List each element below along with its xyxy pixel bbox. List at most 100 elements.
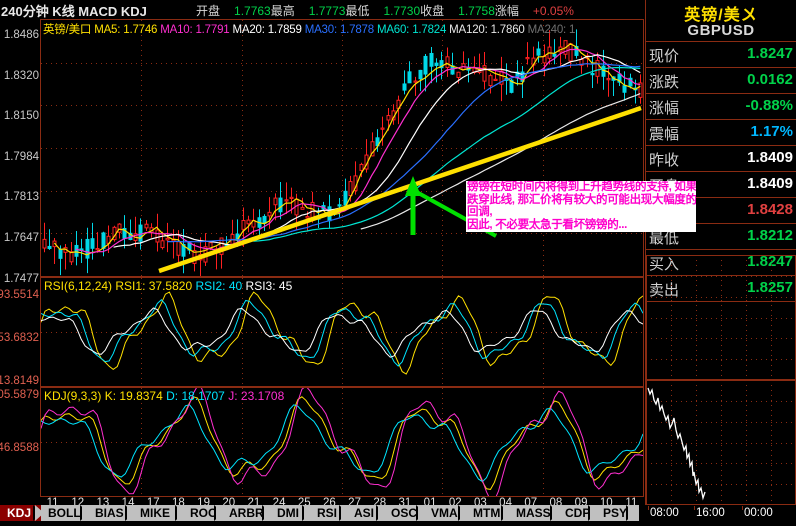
quote-row-value: 1.8428	[747, 201, 793, 218]
close-value: 1.7758	[458, 4, 495, 18]
quote-row-value: 0.0162	[747, 71, 793, 88]
tab-separator-icon	[550, 505, 561, 521]
kdj-d-label: D:	[166, 389, 179, 403]
y-axis-tick: 1.7477	[3, 272, 39, 285]
quote-row-3[interactable]: 震幅 1.17%	[646, 120, 796, 146]
price-y-axis: 1.8486 1.8320 1.8150 1.7984 1.7813 1.7647 1.74…	[0, 19, 39, 285]
kdj-d-value: 18.1707	[181, 389, 225, 403]
quote-row-value: 1.17%	[750, 123, 793, 140]
ma5-label: MA5:	[94, 24, 121, 36]
rsi-plot	[41, 278, 643, 386]
active-tab-background	[0, 505, 41, 521]
kdj-indicator-panel[interactable]: KDJ(9,3,3) K: 19.8374 D: 18.1707 J: 23.1…	[40, 387, 644, 497]
open-value: 1.7763	[234, 4, 271, 18]
change-value: +0.05%	[532, 4, 574, 18]
tab-vma[interactable]: VMA	[431, 506, 458, 520]
price-chart-panel[interactable]: 英镑/美口 MA5: 1.7746 MA10: 1.7791 MA20: 1.7…	[40, 19, 644, 277]
annotation-line-2: 回调,	[467, 206, 493, 219]
tab-psy[interactable]: PSY	[603, 506, 628, 520]
quote-row-4[interactable]: 昨收 1.8409	[646, 146, 796, 172]
time-tick-mark	[694, 506, 695, 510]
annotation-line-0: 镑镑在短时间内将得到上升趋势线的支持, 如果	[467, 181, 696, 193]
intraday-mini-chart-lower[interactable]	[646, 380, 796, 505]
change-label: 涨幅	[494, 4, 519, 18]
kdj-plot	[41, 388, 643, 496]
rsi-y-axis: 93.5514 53.6832 13.8149	[0, 277, 39, 387]
tab-mass[interactable]: MASS	[516, 506, 551, 520]
time-label: 08:00	[650, 507, 679, 519]
time-tick-mark	[742, 506, 743, 510]
rsi-indicator-panel[interactable]: RSI(6,12,24) RSI1: 37.5820 RSI2: 40 RSI3…	[40, 277, 644, 387]
y-axis-tick: 1.8486	[3, 29, 39, 41]
close-label: 收盘	[420, 4, 445, 18]
ma240-value: 1	[569, 24, 576, 36]
quote-sidebar: 英镑/美〤 GBPUSD 现价 1.8247 涨跌 0.0162 涨幅 -0.88% 震幅 1…	[645, 0, 796, 505]
quote-row-value: 1.8247	[747, 253, 793, 270]
tab-cdp[interactable]: CDP	[565, 506, 591, 520]
quote-row-0[interactable]: 现价 1.8247	[646, 42, 796, 68]
low-value: 1.7730	[383, 4, 421, 18]
symbol-label: 英镑/美口	[43, 24, 92, 36]
tab-asi[interactable]: ASI	[354, 506, 375, 520]
tab-mtm[interactable]: MTM	[473, 506, 501, 520]
quote-row-2[interactable]: 涨幅 -0.88%	[646, 94, 796, 120]
tab-separator-icon	[214, 505, 225, 521]
tab-osc[interactable]: OSC	[391, 506, 418, 520]
tab-separator-icon	[588, 505, 599, 521]
quote-row-1[interactable]: 涨跌 0.0162	[646, 68, 796, 94]
ma20-value: 1.7859	[267, 24, 302, 36]
tab-rsi[interactable]: RSI	[317, 506, 338, 520]
tab-roc[interactable]: ROC	[190, 506, 217, 520]
tab-separator-icon	[339, 505, 350, 521]
quote-row-label: 最低	[649, 230, 680, 247]
quote-row-value: 1.8409	[747, 175, 793, 192]
rsi-title: RSI(6,12,24)	[44, 279, 113, 293]
annotation-line-3: 因此, 不必要太急于看坏镑镑的...	[467, 218, 628, 231]
title-bar: 240分钟 K线 MACD KDJ 开盘 1.7763最高 1.7773最低 1.77…	[0, 0, 796, 19]
quote-row-7[interactable]: 最低 1.8212	[646, 224, 796, 250]
indicator-toolbar: KDJ BOLL BIAS MIKE ROC ARBR DMI RSI ASI OSC VMA MTM…	[0, 505, 796, 521]
tab-arbr[interactable]: ARBR	[229, 506, 264, 520]
quote-row-label: 现价	[649, 48, 680, 65]
tab-kdj[interactable]: KDJ	[7, 506, 32, 520]
quote-row-label: 昨收	[649, 152, 680, 169]
ma240-label: MA240:	[527, 24, 567, 36]
time-tick-mark	[648, 506, 649, 510]
quote-row-label: 涨幅	[649, 100, 680, 117]
ma120-label: MA120:	[449, 24, 488, 36]
y-axis-tick: 46.8588	[0, 442, 39, 454]
tab-boll[interactable]: BOLL	[48, 506, 81, 520]
tab-separator-icon	[416, 505, 427, 521]
ma60-label: MA60:	[376, 24, 410, 36]
analysis-annotation-box: 镑镑在短时间内将得到上升趋势线的支持, 如果 跌穿此线, 那汇价将有较大的可能出现…	[466, 181, 696, 232]
tab-dmi[interactable]: DMI	[277, 506, 299, 520]
x-axis-tick: 11	[625, 497, 638, 509]
kdj-j-value: 23.1708	[240, 389, 285, 403]
high-label: 最高	[270, 4, 295, 18]
quote-row-9[interactable]: 卖出 1.8257	[646, 276, 796, 302]
high-value: 1.7773	[308, 4, 346, 18]
ma60-value: 1.7824	[412, 24, 447, 36]
tab-separator-icon	[376, 505, 387, 521]
candlestick-plot	[41, 20, 643, 276]
tab-mike[interactable]: MIKE	[140, 506, 170, 520]
tab-separator-icon	[626, 505, 637, 521]
rsi3-label: RSI3:	[245, 279, 276, 293]
ma120-value: 1.7860	[490, 24, 525, 36]
intraday-mini-chart-upper[interactable]	[646, 255, 796, 380]
tab-separator-icon	[262, 505, 273, 521]
y-axis-tick: 13.8149	[0, 375, 39, 387]
y-axis-tick: 93.5514	[0, 289, 39, 301]
instrument-code: GBPUSD	[687, 22, 755, 39]
page-title: 240分钟 K线 MACD KDJ	[1, 4, 147, 19]
kdj-k-label: K:	[104, 389, 117, 403]
rsi1-label: RSI1:	[115, 279, 146, 293]
tab-separator-icon	[302, 505, 313, 521]
quote-row-value: 1.8247	[747, 45, 793, 62]
rsi2-value: 40	[228, 279, 243, 293]
tab-bias[interactable]: BIAS	[95, 506, 124, 520]
annotation-line-1: 跌穿此线, 那汇价将有较大的可能出现大幅度的	[467, 193, 696, 206]
y-axis-tick: 1.8150	[3, 110, 39, 123]
toolbar-time-area: 08:00 16:00 00:00	[639, 505, 796, 521]
